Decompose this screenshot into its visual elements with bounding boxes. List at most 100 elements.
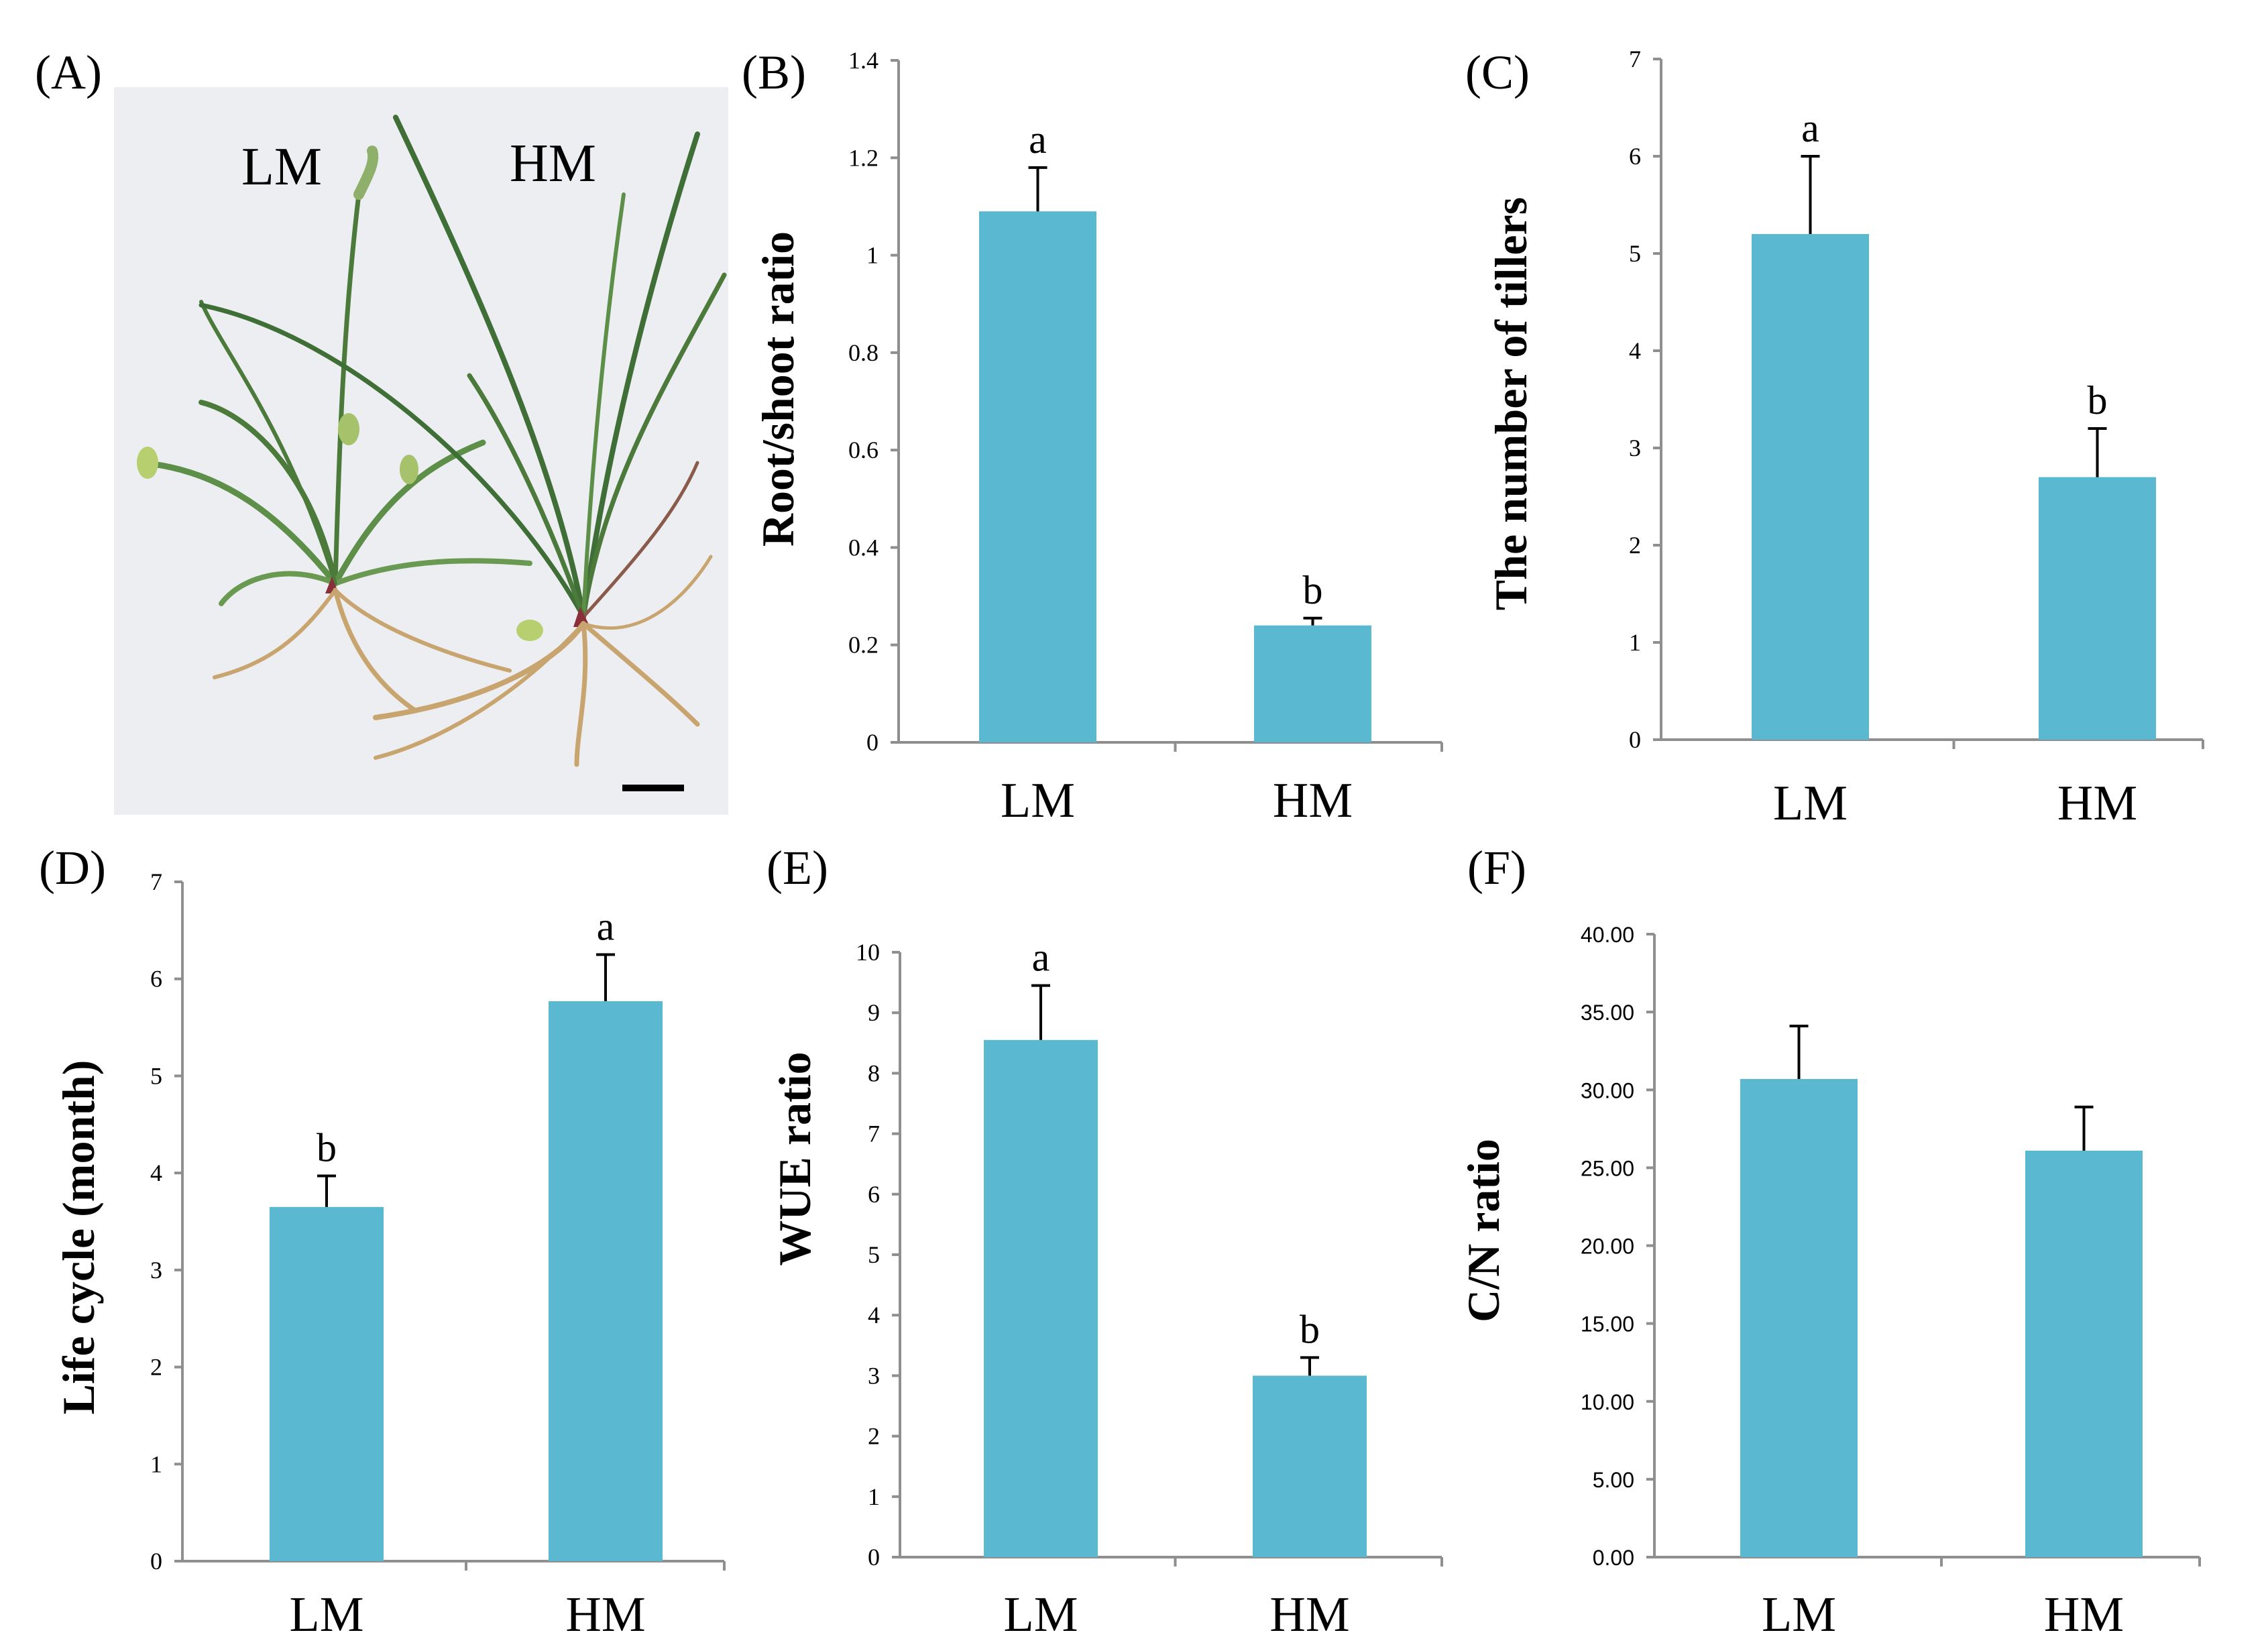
chart-b-ylabel: Root/shoot ratio xyxy=(752,231,803,547)
y-tick-label: 4 xyxy=(150,1159,162,1186)
y-tick-label: 30.00 xyxy=(1581,1078,1634,1102)
bar-hm xyxy=(1253,1375,1367,1557)
y-tick-label: 4 xyxy=(868,1302,880,1328)
y-tick-label: 0.8 xyxy=(848,339,878,366)
bar-lm xyxy=(984,1039,1098,1557)
bar-lm xyxy=(979,211,1096,742)
significance-letter: b xyxy=(1300,1307,1320,1351)
lm-plant xyxy=(137,146,543,641)
chart-e: (E) WUE ratio 0 1 2 3 4 5 6 7 8 9 10 a LM b HM xyxy=(767,841,1443,1642)
chart-b-letter: (B) xyxy=(742,46,806,99)
x-category-label: LM xyxy=(1762,1587,1836,1642)
chart-d-letter: (D) xyxy=(39,841,106,895)
y-tick-label: 5.00 xyxy=(1593,1468,1634,1492)
significance-letter: b xyxy=(317,1125,337,1170)
hm-plant xyxy=(199,115,727,627)
y-tick-label: 15.00 xyxy=(1581,1312,1634,1337)
y-tick-label: 0 xyxy=(150,1548,162,1575)
y-tick-label: 10 xyxy=(856,939,880,966)
y-tick-label: 6 xyxy=(1629,143,1641,170)
chart-c-letter: (C) xyxy=(1465,46,1530,99)
x-category-label: LM xyxy=(290,1587,364,1642)
y-tick-label: 20.00 xyxy=(1581,1235,1634,1259)
chart-d-ylabel: Life cycle (month) xyxy=(53,1060,104,1415)
y-tick-label: 3 xyxy=(868,1362,880,1389)
y-tick-label: 25.00 xyxy=(1581,1156,1634,1180)
y-tick-label: 0.2 xyxy=(848,632,878,659)
significance-letter: a xyxy=(1032,935,1050,980)
chart-f-plot: 0.00 5.00 10.00 15.00 20.00 25.00 30.00 35.00 40… xyxy=(1581,923,2201,1642)
y-tick-label: 1.4 xyxy=(848,47,878,74)
chart-c-plot: 0 1 2 3 4 5 6 7 a LM b HM xyxy=(1629,46,2204,831)
y-tick-label: 8 xyxy=(868,1060,880,1086)
chart-d-plot: 0 1 2 3 4 5 6 7 b LM a HM xyxy=(150,868,726,1642)
chart-e-plot: 0 1 2 3 4 5 6 7 8 9 10 a LM b HM xyxy=(856,935,1443,1642)
y-tick-label: 0 xyxy=(1629,726,1641,753)
y-tick-label: 2 xyxy=(1629,532,1641,559)
x-category-label: LM xyxy=(1001,773,1075,828)
y-tick-label: 5 xyxy=(868,1241,880,1268)
y-tick-label: 5 xyxy=(1629,240,1641,267)
y-tick-label: 1 xyxy=(150,1451,162,1477)
significance-letter: b xyxy=(2088,378,2108,422)
roots xyxy=(213,555,713,767)
significance-letter: b xyxy=(1303,568,1323,612)
bar-hm xyxy=(1254,625,1371,742)
y-tick-label: 0 xyxy=(868,1544,880,1571)
y-tick-label: 10.00 xyxy=(1581,1390,1634,1414)
bar-hm xyxy=(2025,1150,2143,1557)
x-category-label: LM xyxy=(1004,1587,1078,1642)
bar-lm xyxy=(270,1206,384,1561)
y-tick-label: 6 xyxy=(150,966,162,992)
y-tick-label: 1 xyxy=(1629,629,1641,656)
chart-c: (C) The number of tillers 0 1 2 3 4 5 6 7 a LM b HM xyxy=(1465,46,2204,831)
y-tick-label: 7 xyxy=(1629,46,1641,72)
chart-f: (F) C/N ratio 0.00 5.00 10.00 15.00 20.00 25.… xyxy=(1458,841,2201,1642)
y-tick-label: 4 xyxy=(1629,337,1641,364)
chart-b: (B) Root/shoot ratio 0 0.2 0.4 0.6 0.8 1 1.2 1.… xyxy=(742,46,1443,828)
y-tick-label: 0.4 xyxy=(848,534,878,561)
y-tick-label: 7 xyxy=(868,1121,880,1147)
y-tick-label: 1 xyxy=(868,1483,880,1510)
chart-d: (D) Life cycle (month) 0 1 2 3 4 5 6 7 b LM a HM xyxy=(39,841,726,1642)
panel-a-letter: (A) xyxy=(35,46,102,99)
chart-e-ylabel: WUE ratio xyxy=(769,1051,820,1265)
chart-f-letter: (F) xyxy=(1467,841,1526,895)
y-tick-label: 40.00 xyxy=(1581,923,1634,947)
bar-hm xyxy=(549,1001,663,1561)
y-tick-label: 35.00 xyxy=(1581,1001,1634,1025)
x-category-label: HM xyxy=(1273,773,1353,828)
y-tick-label: 9 xyxy=(868,999,880,1026)
chart-f-ylabel: C/N ratio xyxy=(1458,1139,1509,1322)
y-tick-label: 1.2 xyxy=(848,144,878,171)
x-category-label: HM xyxy=(2044,1587,2124,1642)
bar-lm xyxy=(1752,234,1869,740)
chart-c-ylabel: The number of tillers xyxy=(1485,197,1536,610)
x-category-label: HM xyxy=(565,1587,645,1642)
significance-letter: a xyxy=(597,905,615,949)
photo-label-hm: HM xyxy=(510,134,596,193)
y-tick-label: 7 xyxy=(150,868,162,895)
significance-letter: a xyxy=(1029,117,1047,162)
chart-e-letter: (E) xyxy=(767,841,828,895)
photo-background xyxy=(114,87,728,815)
y-tick-label: 0.00 xyxy=(1593,1546,1634,1570)
x-category-label: HM xyxy=(1269,1587,1349,1642)
bar-hm xyxy=(2039,477,2156,740)
y-tick-label: 3 xyxy=(150,1257,162,1284)
y-tick-label: 2 xyxy=(150,1354,162,1381)
y-tick-label: 2 xyxy=(868,1423,880,1450)
y-tick-label: 0 xyxy=(866,729,878,756)
x-category-label: LM xyxy=(1773,776,1848,831)
x-category-label: HM xyxy=(2057,776,2137,831)
significance-letter: a xyxy=(1801,106,1819,150)
bar-lm xyxy=(1740,1078,1858,1557)
chart-b-plot: 0 0.2 0.4 0.6 0.8 1 1.2 1.4 a LM b HM xyxy=(848,47,1443,828)
y-tick-label: 3 xyxy=(1629,435,1641,461)
y-tick-label: 6 xyxy=(868,1181,880,1208)
plant-photo: LM HM xyxy=(114,87,728,815)
panel-a: (A) xyxy=(35,46,728,815)
photo-label-lm: LM xyxy=(241,137,322,196)
y-tick-label: 1 xyxy=(866,242,878,269)
